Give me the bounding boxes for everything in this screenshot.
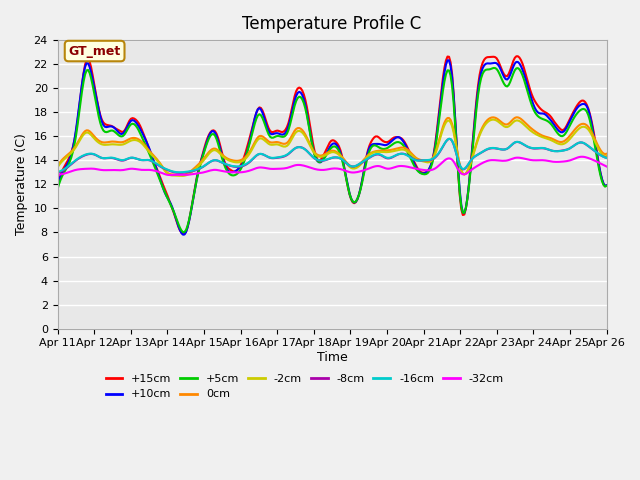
- -32cm: [167, 172, 175, 178]
- +10cm: [237, 163, 245, 169]
- +10cm: [444, 58, 451, 63]
- +15cm: [295, 84, 303, 90]
- -8cm: [246, 159, 254, 165]
- -2cm: [121, 141, 129, 147]
- Line: -8cm: -8cm: [58, 139, 607, 173]
- +5cm: [575, 108, 583, 114]
- -16cm: [219, 160, 227, 166]
- +10cm: [295, 89, 303, 95]
- -2cm: [575, 126, 583, 132]
- -16cm: [54, 169, 61, 175]
- Line: -2cm: -2cm: [58, 120, 607, 176]
- Line: -16cm: -16cm: [58, 139, 607, 172]
- -8cm: [54, 170, 61, 176]
- -32cm: [121, 167, 129, 173]
- +15cm: [514, 53, 522, 59]
- -16cm: [603, 155, 611, 161]
- -16cm: [121, 157, 129, 163]
- -16cm: [295, 144, 303, 150]
- X-axis label: Time: Time: [317, 351, 348, 364]
- -32cm: [579, 154, 586, 160]
- -32cm: [295, 162, 303, 168]
- +15cm: [121, 127, 129, 133]
- -16cm: [237, 163, 245, 169]
- -8cm: [445, 136, 453, 142]
- -2cm: [490, 117, 497, 122]
- +15cm: [575, 100, 583, 106]
- Line: -32cm: -32cm: [58, 157, 607, 175]
- +5cm: [219, 157, 227, 163]
- 0cm: [121, 139, 129, 144]
- -2cm: [603, 153, 611, 159]
- -32cm: [603, 164, 611, 169]
- +10cm: [179, 232, 187, 238]
- +10cm: [246, 136, 254, 142]
- -16cm: [575, 140, 583, 145]
- -16cm: [176, 169, 184, 175]
- 0cm: [54, 163, 61, 169]
- -2cm: [54, 165, 61, 170]
- -32cm: [573, 155, 581, 160]
- 0cm: [219, 152, 227, 158]
- +15cm: [237, 161, 245, 167]
- Line: +10cm: +10cm: [58, 60, 607, 235]
- Legend: +15cm, +10cm, +5cm, 0cm, -2cm, -8cm, -16cm, -32cm: +15cm, +10cm, +5cm, 0cm, -2cm, -8cm, -16…: [101, 370, 508, 404]
- +15cm: [54, 182, 61, 188]
- +10cm: [54, 183, 61, 189]
- Y-axis label: Temperature (C): Temperature (C): [15, 133, 28, 235]
- 0cm: [513, 114, 520, 120]
- +10cm: [575, 103, 583, 109]
- -8cm: [121, 157, 129, 163]
- 0cm: [177, 172, 185, 178]
- +5cm: [246, 138, 254, 144]
- +15cm: [246, 133, 254, 139]
- Title: Temperature Profile C: Temperature Profile C: [243, 15, 422, 33]
- -8cm: [603, 155, 611, 161]
- -2cm: [177, 173, 185, 179]
- +5cm: [237, 166, 245, 171]
- +10cm: [219, 155, 227, 161]
- -8cm: [219, 160, 227, 166]
- +5cm: [121, 131, 129, 137]
- +5cm: [295, 94, 303, 100]
- +10cm: [121, 129, 129, 134]
- -32cm: [237, 169, 245, 175]
- -2cm: [219, 154, 227, 159]
- -8cm: [295, 144, 303, 150]
- -8cm: [237, 164, 245, 169]
- -32cm: [54, 172, 61, 178]
- Line: +15cm: +15cm: [58, 56, 607, 234]
- +5cm: [491, 65, 499, 71]
- +15cm: [179, 231, 187, 237]
- -16cm: [246, 158, 254, 164]
- -16cm: [445, 136, 453, 142]
- 0cm: [295, 125, 303, 131]
- -32cm: [246, 168, 254, 173]
- -8cm: [176, 170, 184, 176]
- -2cm: [237, 159, 245, 165]
- +15cm: [219, 153, 227, 158]
- +5cm: [54, 187, 61, 192]
- Text: GT_met: GT_met: [68, 45, 121, 58]
- +15cm: [603, 182, 611, 188]
- -32cm: [219, 168, 227, 174]
- 0cm: [575, 122, 583, 128]
- +10cm: [603, 182, 611, 188]
- Line: +5cm: +5cm: [58, 68, 607, 232]
- -2cm: [246, 150, 254, 156]
- 0cm: [603, 151, 611, 156]
- +5cm: [603, 183, 611, 189]
- +5cm: [180, 229, 188, 235]
- -2cm: [295, 128, 303, 134]
- 0cm: [246, 148, 254, 154]
- -8cm: [575, 140, 583, 145]
- 0cm: [237, 157, 245, 163]
- Line: 0cm: 0cm: [58, 117, 607, 175]
